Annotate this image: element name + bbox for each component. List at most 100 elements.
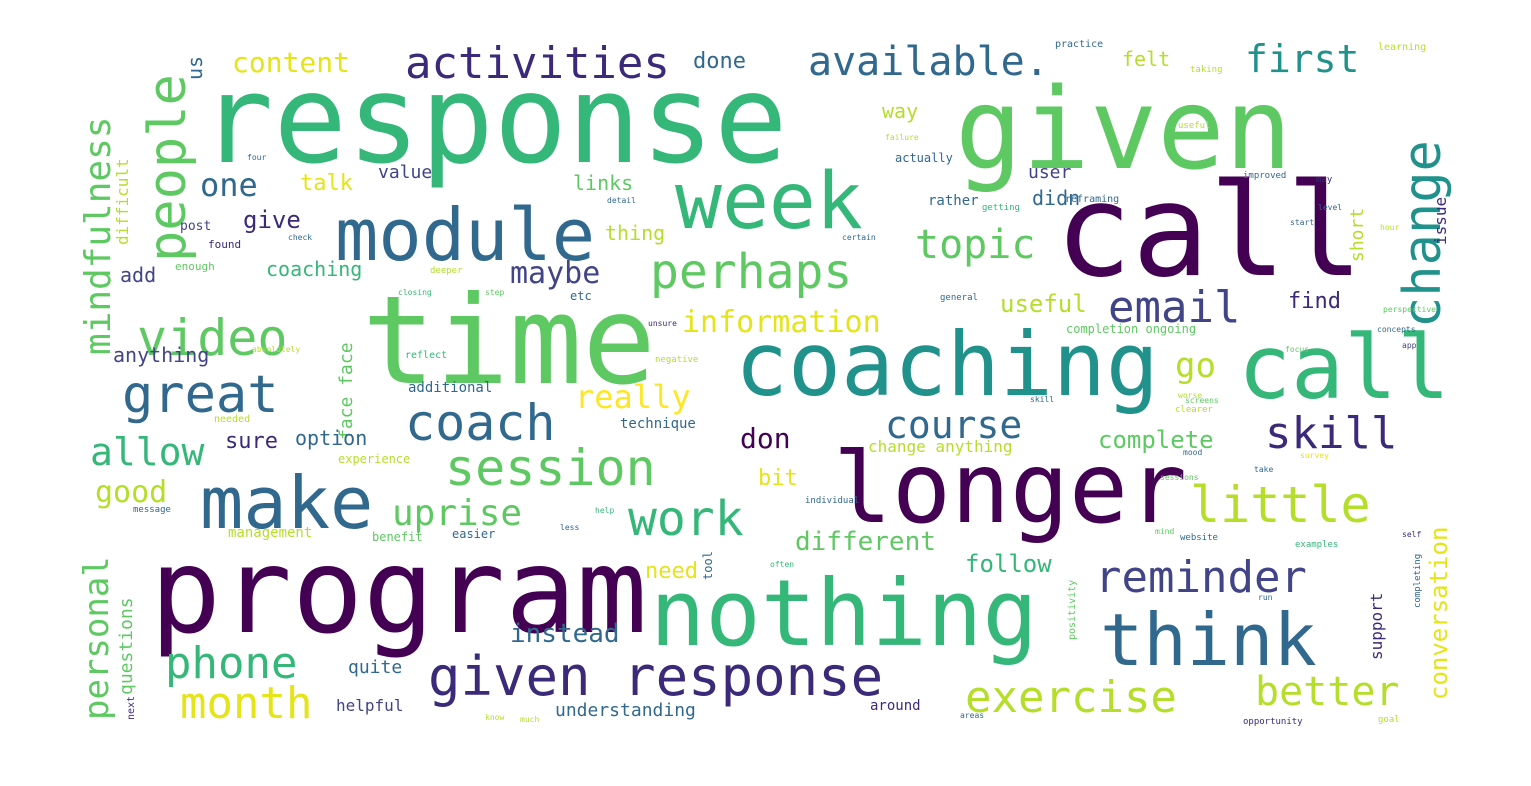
word-getting: getting: [982, 203, 1020, 213]
word-nothing: nothing: [650, 560, 1038, 667]
word-questions: questions: [116, 597, 137, 695]
word-instead: instead: [510, 619, 620, 649]
word-need: need: [645, 559, 698, 584]
word-felt: felt: [1122, 47, 1170, 71]
word-phone: phone: [165, 638, 297, 689]
word-coaching: coaching: [266, 257, 362, 281]
word-information: information: [682, 305, 881, 340]
word-additional: additional: [408, 380, 492, 396]
word-take: take: [1254, 465, 1273, 474]
word-improved: improved: [1243, 171, 1286, 181]
word-skill: skill: [1265, 408, 1397, 459]
word-worse: worse: [1178, 391, 1202, 400]
word-given: given: [955, 65, 1292, 195]
word-first: first: [1245, 37, 1359, 81]
word-negative: negative: [655, 355, 698, 365]
word-call: call: [1055, 157, 1363, 306]
word-around: around: [870, 698, 921, 714]
word-benefit: benefit: [372, 530, 423, 544]
word-screens: screens: [1185, 396, 1219, 405]
word-sure: sure: [225, 429, 278, 454]
word-course: course: [885, 403, 1022, 447]
word-learning: learning: [1378, 42, 1426, 53]
word-talk: talk: [300, 171, 353, 196]
word-sessions: sessions: [1160, 473, 1199, 482]
word-hour: hour: [1380, 223, 1399, 232]
word-focus: focus: [1285, 345, 1309, 354]
word-tool: tool: [701, 551, 715, 580]
word-failure: failure: [885, 133, 919, 142]
word-change: change: [1393, 140, 1453, 328]
word-technique: technique: [620, 416, 696, 432]
word-different: different: [795, 527, 936, 557]
word-option: option: [295, 426, 367, 450]
word-longer: longer: [833, 432, 1187, 546]
word-perspective: perspective: [1383, 305, 1436, 314]
word-goal: goal: [1378, 715, 1400, 725]
word-skill: skill: [1030, 395, 1054, 404]
word-next: next: [126, 696, 137, 720]
word-one: one: [200, 166, 258, 204]
word-change-anything: change anything: [868, 437, 1013, 456]
word-general: general: [940, 293, 978, 303]
word-experience: experience: [338, 452, 410, 466]
word-message: message: [133, 505, 171, 515]
word-think: think: [1100, 598, 1317, 682]
word-time: time: [362, 270, 656, 412]
word-allow: allow: [90, 430, 205, 474]
word-areas: areas: [960, 711, 984, 720]
word-anything: anything: [113, 343, 209, 367]
word-completion-ongoing: completion ongoing: [1066, 322, 1196, 336]
word-post: post: [180, 219, 211, 234]
word-rather: rather: [928, 193, 979, 209]
word-available: available.: [808, 39, 1049, 85]
word-certain: certain: [842, 233, 876, 242]
word-conversation: conversation: [1425, 527, 1453, 700]
word-completing: completing: [1413, 554, 1423, 608]
word-done: done: [693, 49, 746, 74]
word-support: support: [1367, 593, 1386, 660]
word-much: much: [520, 715, 539, 724]
word-face-face: face face: [336, 342, 357, 440]
word-four: four: [247, 153, 266, 162]
word-actually: actually: [895, 151, 953, 165]
word-coaching: coaching: [735, 313, 1159, 416]
word-call: call: [1238, 316, 1450, 419]
word-issue: issue: [1431, 197, 1450, 245]
word-give: give: [243, 206, 301, 234]
word-reflect: reflect: [405, 350, 447, 361]
word-deeper: deeper: [430, 266, 463, 276]
word-start: start: [1290, 218, 1314, 227]
word-video: video: [137, 309, 288, 367]
word-unsure: unsure: [648, 319, 677, 328]
word-concepts: concepts: [1377, 325, 1416, 334]
word-less: less: [560, 523, 579, 532]
word-help: help: [595, 506, 614, 515]
word-coach: coach: [405, 394, 556, 452]
word-mindfulness: mindfulness: [78, 117, 119, 355]
word-great: great: [122, 365, 279, 425]
word-management: management: [228, 525, 312, 541]
word-thing: thing: [605, 221, 665, 245]
word-maybe: maybe: [510, 256, 600, 291]
word-helpful: helpful: [336, 696, 403, 715]
word-useful: useful: [1178, 121, 1211, 131]
word-module: module: [335, 193, 595, 277]
word-don: don: [740, 422, 791, 455]
word-session: session: [445, 439, 656, 497]
word-taking: taking: [1190, 65, 1223, 75]
word-needed: needed: [214, 414, 250, 425]
word-easier: easier: [452, 527, 495, 541]
word-individual: individual: [805, 496, 859, 506]
word-better: better: [1255, 669, 1400, 715]
word-practice: practice: [1055, 39, 1103, 50]
word-activities: activities: [405, 38, 670, 89]
word-value: value: [378, 162, 432, 183]
word-know: know: [485, 713, 504, 722]
word-may: may: [1316, 175, 1333, 185]
word-perhaps: perhaps: [650, 244, 852, 300]
word-detail: detail: [607, 196, 636, 205]
word-level: level: [1318, 203, 1342, 212]
word-user: user: [1028, 162, 1072, 183]
word-reminder: reminder: [1095, 552, 1307, 603]
